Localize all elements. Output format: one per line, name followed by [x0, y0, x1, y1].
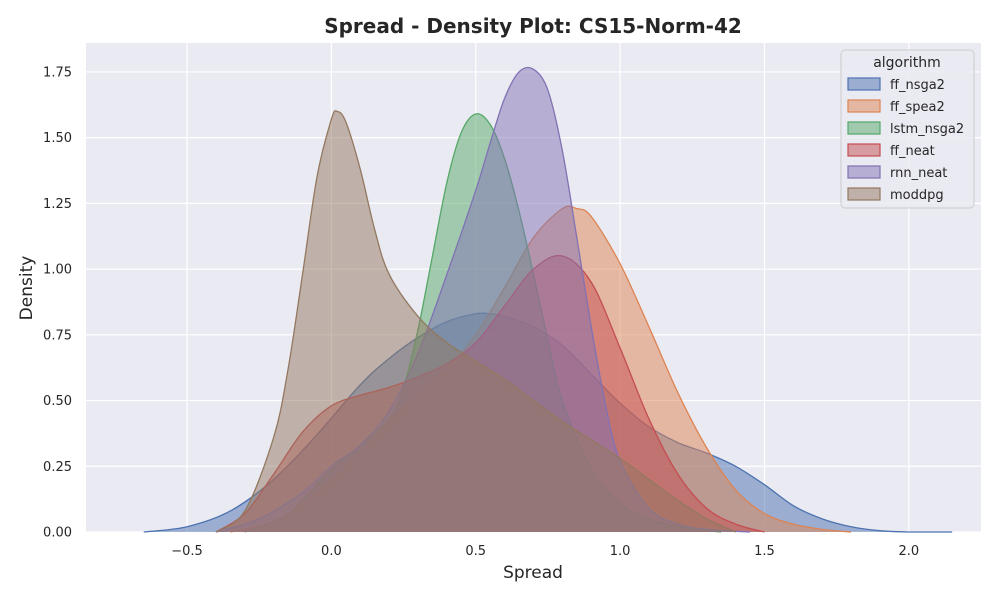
legend-label-lstm_nsga2: lstm_nsga2 [890, 122, 964, 137]
x-tick-label: −0.5 [171, 544, 203, 559]
legend-swatch-ff_nsga2 [847, 77, 881, 91]
x-axis-label: Spread [503, 563, 563, 583]
legend-swatch-ff_neat [847, 143, 881, 157]
x-axis-ticks: −0.5 0.0 0.5 1.0 1.5 2.0 [171, 544, 919, 559]
x-tick-label: 0.0 [321, 544, 342, 559]
legend-label-rnn_neat: rnn_neat [890, 166, 947, 181]
legend-label-ff_spea2: ff_spea2 [890, 100, 945, 115]
legend-items: ff_nsga2 ff_spea2 lstm_nsga2 ff_neat rnn_nea… [847, 77, 964, 203]
legend-title: algorithm [873, 55, 941, 71]
density-area-moddpg [215, 110, 736, 532]
y-axis-label: Density [17, 256, 37, 321]
legend-label-moddpg: moddpg [890, 188, 944, 203]
legend-swatch-ff_spea2 [847, 99, 881, 113]
density-line-moddpg [215, 110, 736, 533]
y-tick-label: 0.25 [43, 460, 72, 475]
legend: algorithm ff_nsga2ff_spea2lstm_nsga2ff_n… [840, 49, 975, 209]
y-axis-ticks: 0.00 0.25 0.50 0.75 1.00 1.25 1.50 1.75 [43, 65, 72, 540]
y-tick-label: 0.00 [43, 526, 72, 541]
legend-label-ff_neat: ff_neat [890, 144, 935, 159]
x-tick-label: 2.0 [898, 544, 919, 559]
y-tick-label: 0.50 [43, 394, 72, 409]
legend-swatch-rnn_neat [847, 165, 881, 179]
legend-swatch-moddpg [847, 187, 881, 201]
legend-label-ff_nsga2: ff_nsga2 [890, 78, 945, 93]
x-tick-label: 1.5 [754, 544, 775, 559]
x-tick-label: 1.0 [610, 544, 631, 559]
chart-title: Spread - Density Plot: CS15-Norm-42 [324, 14, 742, 38]
y-tick-label: 1.75 [43, 65, 72, 80]
y-tick-label: 0.75 [43, 328, 72, 343]
y-tick-label: 1.25 [43, 197, 72, 212]
legend-swatch-lstm_nsga2 [847, 121, 881, 135]
density-area-rnn_neat [215, 67, 751, 532]
density-areas [143, 66, 953, 533]
y-tick-label: 1.50 [43, 131, 72, 146]
y-tick-label: 1.00 [43, 263, 72, 278]
x-tick-label: 0.5 [465, 544, 486, 559]
